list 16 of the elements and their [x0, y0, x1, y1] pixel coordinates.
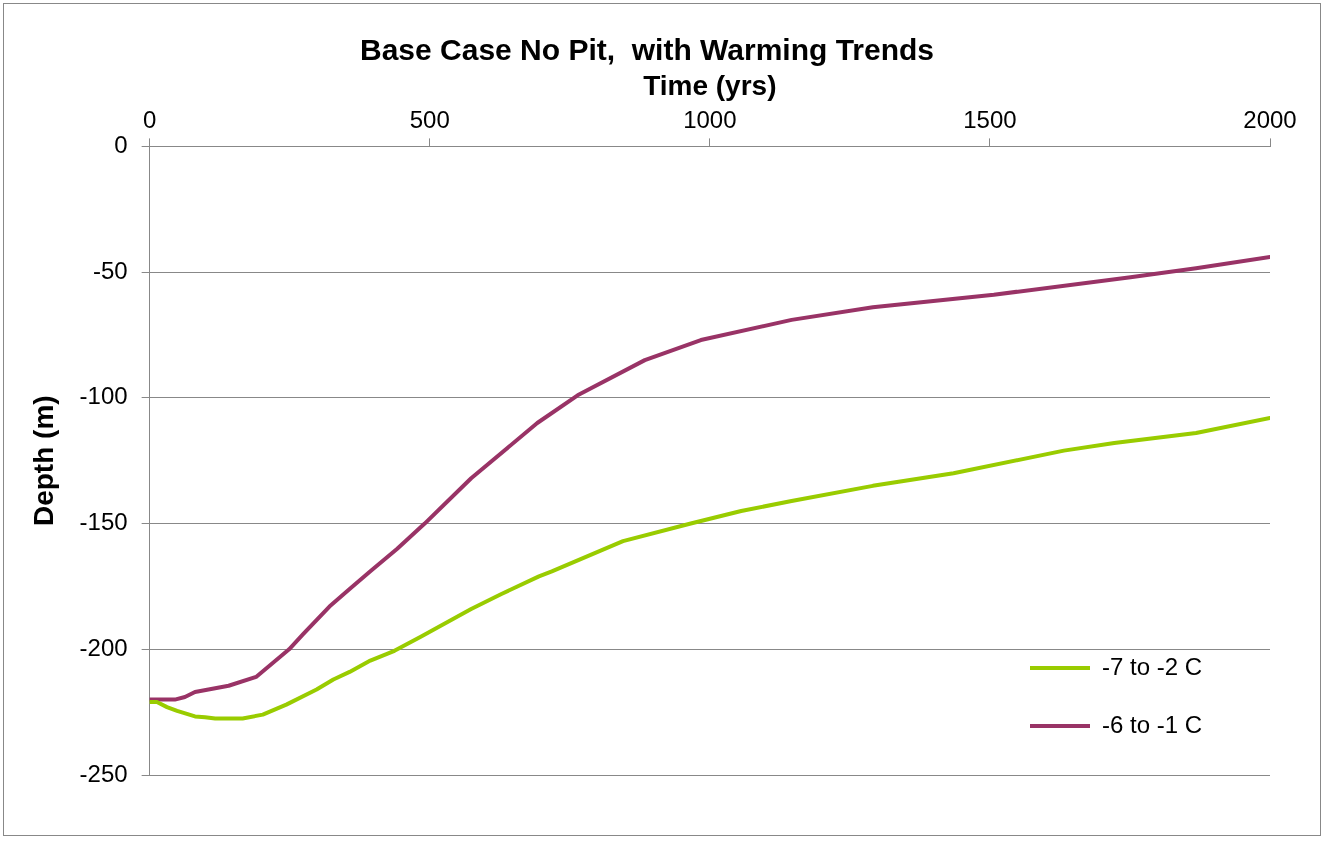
- chart-title: Base Case No Pit, with Warming Trends: [359, 33, 935, 67]
- x-tick-label: 1000: [683, 105, 737, 133]
- y-tick-label: -100: [79, 382, 128, 410]
- y-axis-title: Depth (m): [27, 395, 59, 527]
- legend-label: -6 to -1 C: [1102, 710, 1203, 738]
- y-tick-label: -250: [79, 759, 128, 787]
- x-tick-label: 500: [409, 105, 450, 133]
- y-tick-label: -200: [79, 633, 128, 661]
- x-tick-label: 2000: [1243, 105, 1297, 133]
- y-tick-label: -50: [92, 256, 128, 284]
- x-axis-title: Time (yrs): [643, 69, 777, 101]
- legend-label: -7 to -2 C: [1102, 652, 1203, 680]
- y-tick-label: -150: [79, 508, 128, 536]
- x-tick-label: 1500: [963, 105, 1017, 133]
- x-tick-label: 0: [142, 105, 157, 133]
- y-tick-label: 0: [114, 131, 128, 159]
